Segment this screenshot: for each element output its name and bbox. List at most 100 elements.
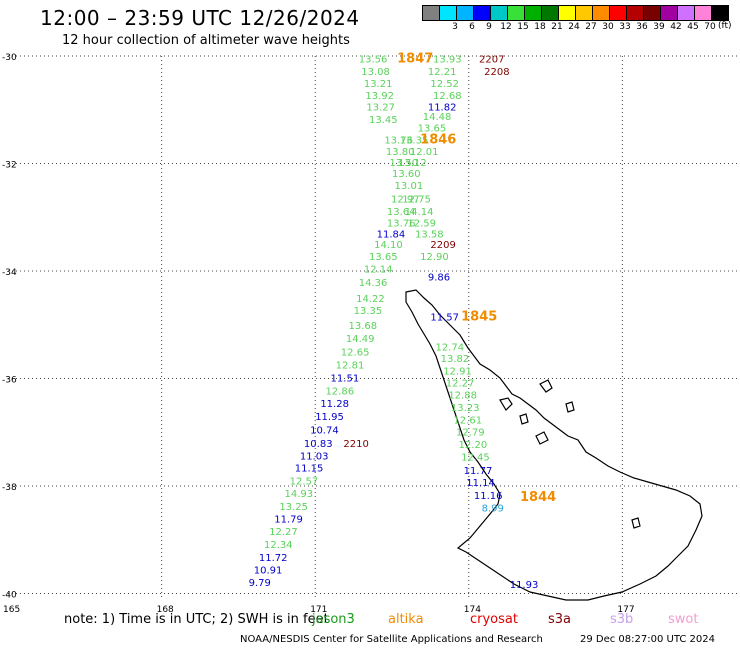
wave-height-label: 10.83: [304, 439, 333, 450]
lon-tick-label: 174: [464, 605, 481, 615]
legend-label: 30: [602, 22, 614, 32]
wave-height-label: 8.99: [482, 504, 504, 515]
wave-height-label: 2210: [343, 439, 368, 450]
wave-height-label: 13.21: [364, 79, 393, 90]
legend-label: 21: [551, 22, 563, 32]
wave-height-label: 2207: [479, 55, 504, 66]
wave-height-label: 12.86: [325, 386, 354, 397]
legend-label: 42: [670, 22, 682, 32]
lat-tick-label: -34: [2, 268, 17, 278]
wave-height-label: 11.79: [274, 514, 303, 525]
wave-height-label: 11.15: [295, 464, 324, 475]
wave-height-label: 12.52: [430, 79, 459, 90]
wave-height-label: 11.77: [464, 466, 493, 477]
wave-height-label: 11.14: [466, 478, 495, 489]
wave-height-label: 12.97: [391, 194, 420, 205]
wave-height-label: 11.82: [428, 103, 457, 114]
wave-height-label: 13.35: [354, 306, 383, 317]
wave-height-label: 13.60: [392, 169, 421, 180]
wave-height-label: 12.74: [436, 342, 465, 353]
legend-unit: (ft): [718, 21, 732, 31]
legend-label: 12: [500, 22, 512, 32]
wave-height-label: 12.75: [402, 194, 431, 205]
wave-height-label: 14.48: [423, 112, 452, 123]
wave-height-label: 12.68: [433, 91, 462, 102]
legend-label: 36: [636, 22, 648, 32]
legend-labels: 3 6 9 12 15 18 21 24 27 30 33 36 39 42 45 70: [422, 21, 728, 33]
legend-swatch: [711, 5, 729, 21]
wave-height-label: 13.12: [398, 158, 427, 169]
satellite-label: s3b: [610, 612, 634, 627]
wave-height-label: 13.93: [433, 55, 462, 66]
wave-height-label: 1846: [420, 132, 456, 147]
wave-height-label: 13.35: [400, 135, 429, 146]
lat-tick-label: -36: [2, 376, 17, 386]
color-legend: 3 6 9 12 15 18 21 24 27 30 33 36 39 42 45 70: [422, 5, 729, 33]
wave-height-label: 12.14: [364, 264, 393, 275]
wave-height-label: 9.86: [428, 272, 450, 283]
wave-height-label: 14.14: [405, 207, 434, 218]
map-tick-labels: -30 -32 -34 -36 -38 -40 165 168 171 174 177: [2, 53, 635, 615]
wave-height-label: 14.22: [356, 294, 385, 305]
coastline-north-island: [405, 289, 703, 601]
lat-tick-label: -40: [2, 591, 17, 601]
wave-height-label: 12.27: [269, 527, 298, 538]
wave-height-label: 13.65: [369, 252, 398, 263]
satellite-label: s3a: [548, 612, 572, 627]
lon-tick-label: 171: [310, 605, 327, 615]
legend-label: 33: [619, 22, 631, 32]
coastline: [405, 289, 703, 601]
legend-label: 15: [517, 22, 529, 32]
wave-height-label: 12.88: [448, 391, 477, 402]
satellite-label: altika: [388, 612, 424, 627]
wave-height-label: 10.74: [310, 426, 339, 437]
wave-height-label: 2208: [484, 67, 509, 78]
wave-height-label: 11.03: [300, 451, 329, 462]
wave-height-label: 14.36: [359, 278, 388, 289]
legend-label: 45: [687, 22, 699, 32]
wave-height-label: 12.27: [446, 378, 475, 389]
footer-agency: NOAA/NESDIS Center for Satellite Applica…: [240, 634, 543, 645]
footnote: note: 1) Time is in UTC; 2) SWH is in fe…: [64, 612, 329, 627]
legend-label: 70: [704, 22, 716, 32]
lat-tick-label: -32: [2, 161, 17, 171]
wave-height-label: 11.57: [430, 313, 459, 324]
wave-height-label: 13.68: [348, 321, 377, 332]
wave-height-label: 1845: [461, 310, 497, 325]
wave-height-label: 11.95: [315, 412, 344, 423]
wave-height-points: 13.56 1847 13.93 2207 13.08 12.21 2208 13.21 12.…: [249, 52, 557, 591]
wave-height-label: 1844: [520, 490, 556, 505]
page-title: 12:00 – 23:59 UTC 12/26/2024: [40, 6, 360, 30]
legend-label: 39: [653, 22, 665, 32]
lon-tick-label: 168: [157, 605, 174, 615]
wave-height-label: 1847: [397, 52, 433, 67]
wave-height-label: 12.01: [410, 147, 439, 158]
satellite-label: swot: [668, 612, 699, 627]
wave-height-label: 2209: [430, 240, 455, 251]
wave-height-label: 13.56: [359, 55, 388, 66]
wave-height-label: 13.58: [415, 229, 444, 240]
wave-height-label: 13.25: [279, 502, 308, 513]
wave-height-label: 10.91: [254, 565, 283, 576]
wave-height-label: 13.27: [366, 103, 395, 114]
wave-height-label: 12.61: [453, 415, 482, 426]
wave-height-label: 11.72: [259, 553, 288, 564]
wave-height-label: 12.79: [456, 428, 485, 439]
page-subtitle: 12 hour collection of altimeter wave hei…: [62, 33, 350, 48]
wave-height-label: 13.76: [387, 219, 416, 230]
wave-height-label: 11.84: [377, 229, 406, 240]
wave-height-label: 13.80: [386, 147, 415, 158]
coastline-bay-islands: [499, 379, 641, 529]
wave-height-label: 12.59: [407, 219, 436, 230]
wave-height-label: 11.51: [331, 373, 360, 384]
wave-height-label: 9.79: [249, 578, 271, 589]
wave-height-label: 13.45: [369, 115, 398, 126]
legend-label: 9: [486, 22, 492, 32]
wave-height-label: 12.81: [336, 361, 365, 372]
wave-height-label: 12.90: [420, 252, 449, 263]
lon-tick-label: 177: [617, 605, 634, 615]
satellite-label: cryosat: [470, 612, 518, 627]
wave-height-label: 13.76: [384, 135, 413, 146]
wave-height-label: 12.45: [461, 452, 490, 463]
legend-label: 27: [585, 22, 597, 32]
